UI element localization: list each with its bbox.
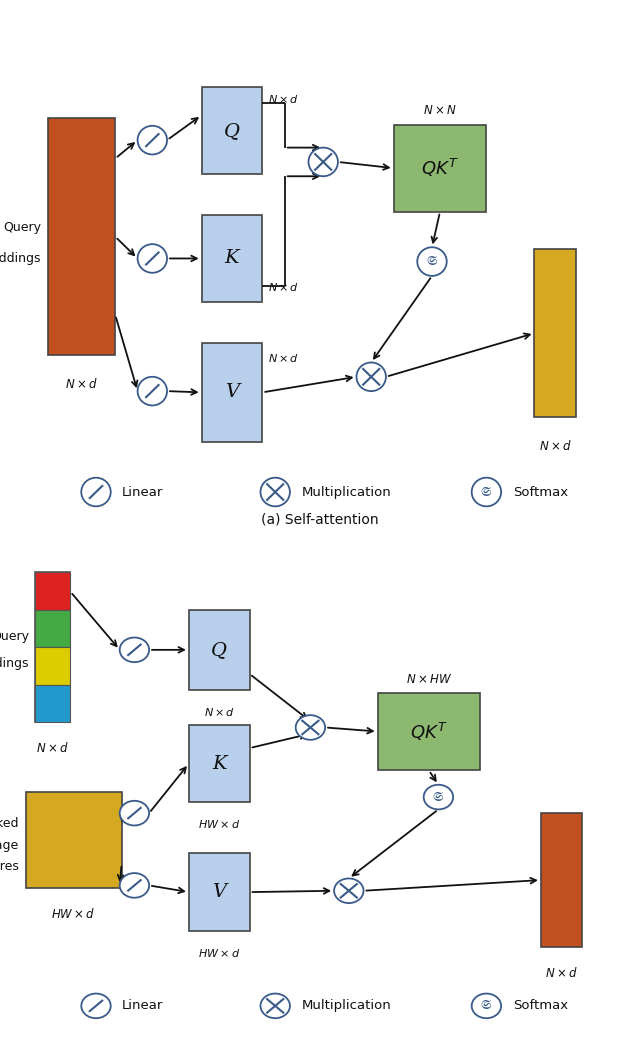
Text: $HW \times d$: $HW \times d$ xyxy=(198,947,240,959)
Bar xyxy=(189,853,250,931)
Text: Features: Features xyxy=(0,861,19,873)
Circle shape xyxy=(138,377,167,406)
Bar xyxy=(202,215,262,302)
Circle shape xyxy=(120,873,149,898)
Bar xyxy=(35,685,70,722)
Circle shape xyxy=(260,477,290,507)
Text: Q: Q xyxy=(224,121,240,140)
Text: $N \times d$: $N \times d$ xyxy=(204,706,235,718)
Circle shape xyxy=(472,477,501,507)
Text: Softmax: Softmax xyxy=(513,1000,568,1012)
Circle shape xyxy=(472,993,501,1018)
Text: K: K xyxy=(212,755,227,772)
Text: Query: Query xyxy=(4,221,42,234)
Bar xyxy=(378,692,480,770)
Text: $\mathfrak{S}$: $\mathfrak{S}$ xyxy=(481,1000,492,1012)
Bar xyxy=(202,343,262,442)
Text: $N \times HW$: $N \times HW$ xyxy=(406,674,452,686)
Circle shape xyxy=(81,993,111,1018)
Bar xyxy=(189,609,250,690)
Text: K: K xyxy=(225,249,239,268)
Bar xyxy=(394,125,486,212)
Circle shape xyxy=(138,244,167,273)
Bar xyxy=(35,572,70,722)
Text: Masked: Masked xyxy=(0,817,19,830)
Text: Linear: Linear xyxy=(122,486,164,498)
Text: Image: Image xyxy=(0,839,19,852)
Text: Query: Query xyxy=(0,630,29,643)
Bar xyxy=(26,792,122,889)
Text: $QK^T$: $QK^T$ xyxy=(421,157,459,180)
Text: Embeddings: Embeddings xyxy=(0,252,42,265)
Circle shape xyxy=(424,785,453,810)
Text: Embeddings: Embeddings xyxy=(0,657,29,670)
Text: $\mathfrak{S}$: $\mathfrak{S}$ xyxy=(481,486,492,498)
Circle shape xyxy=(356,362,386,391)
Text: $N \times d$: $N \times d$ xyxy=(545,965,578,980)
Circle shape xyxy=(417,247,447,276)
Circle shape xyxy=(334,878,364,903)
Text: $\mathfrak{S}$: $\mathfrak{S}$ xyxy=(426,255,438,268)
Text: $QK^T$: $QK^T$ xyxy=(410,720,447,742)
Text: $N \times d$: $N \times d$ xyxy=(539,439,572,453)
Text: $HW \times d$: $HW \times d$ xyxy=(198,819,240,830)
Circle shape xyxy=(120,637,149,662)
Text: $HW \times d$: $HW \times d$ xyxy=(51,907,96,921)
Text: $N \times d$: $N \times d$ xyxy=(268,280,299,293)
Circle shape xyxy=(296,715,325,740)
Circle shape xyxy=(120,801,149,825)
Bar xyxy=(48,118,115,355)
Text: $\mathfrak{S}$: $\mathfrak{S}$ xyxy=(433,791,444,803)
Bar xyxy=(35,609,70,647)
Text: $N \times d$: $N \times d$ xyxy=(268,93,299,106)
Bar xyxy=(35,572,70,609)
Text: $N \times d$: $N \times d$ xyxy=(36,741,69,755)
Circle shape xyxy=(308,147,338,176)
Text: Multiplication: Multiplication xyxy=(301,1000,391,1012)
Text: V: V xyxy=(212,883,227,901)
Text: Linear: Linear xyxy=(122,1000,164,1012)
Text: (a) Self-attention: (a) Self-attention xyxy=(261,513,379,526)
Bar xyxy=(541,813,582,947)
Text: V: V xyxy=(225,383,239,402)
Text: Q: Q xyxy=(211,640,227,659)
Text: $N \times d$: $N \times d$ xyxy=(268,352,299,364)
Text: $N \times N$: $N \times N$ xyxy=(423,104,457,117)
Circle shape xyxy=(260,993,290,1018)
Circle shape xyxy=(81,477,111,507)
Bar xyxy=(534,249,576,417)
Text: Multiplication: Multiplication xyxy=(301,486,391,498)
Bar xyxy=(202,87,262,174)
Text: $N \times d$: $N \times d$ xyxy=(65,377,98,390)
Text: Softmax: Softmax xyxy=(513,486,568,498)
Bar xyxy=(189,725,250,802)
Bar xyxy=(35,647,70,685)
Circle shape xyxy=(138,126,167,155)
